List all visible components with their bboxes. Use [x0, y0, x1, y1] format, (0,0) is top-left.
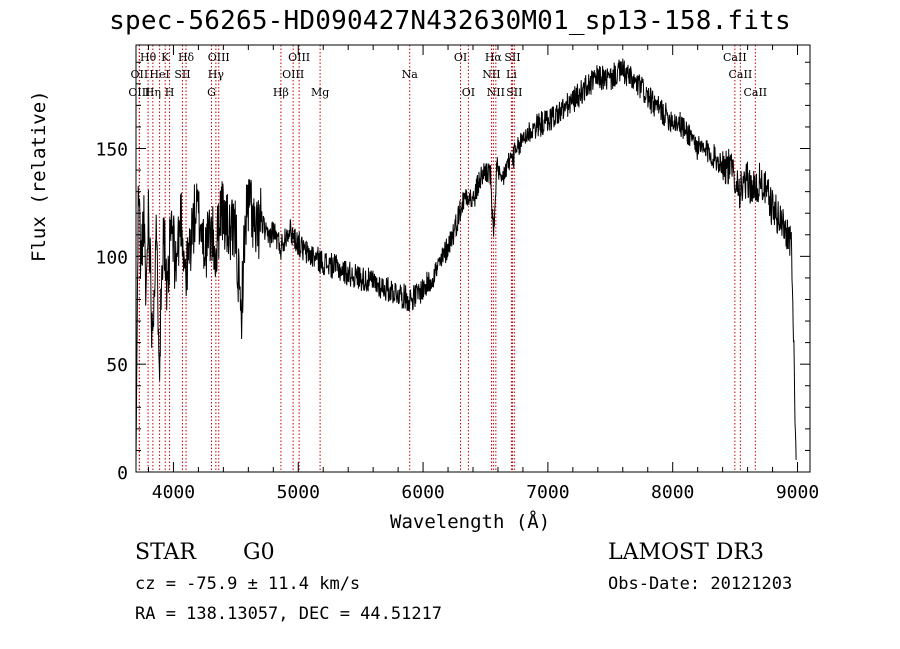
spectrum-series-line: [135, 58, 797, 462]
line-label-10: HeI: [149, 68, 169, 81]
object-type: STAR: [135, 540, 196, 565]
spectral-subclass: G0: [243, 540, 275, 565]
y-tick-label: 150: [95, 140, 128, 161]
x-tick-label: 5000: [277, 482, 320, 503]
line-label-17: CaII: [729, 68, 753, 81]
x-tick-label: 4000: [152, 482, 195, 503]
x-tick-label: 6000: [401, 482, 444, 503]
y-tick-label: 50: [106, 355, 128, 376]
y-tick-label: 100: [95, 247, 128, 268]
axis-ticks-layer: 4000 5000 6000 7000 8000 9000 0 50 100 150: [95, 45, 819, 503]
x-tick-label: 7000: [526, 482, 569, 503]
line-label-26: SII: [506, 86, 522, 99]
y-axis-label: Flux (relative): [28, 90, 50, 262]
line-label-11: SII: [174, 68, 190, 81]
line-label-18: OIII: [128, 86, 150, 99]
line-label-6: Hα: [485, 51, 503, 64]
ra-dec-coordinates: RA = 138.13057, DEC = 44.51217: [135, 604, 443, 624]
observation-date: Obs-Date: 20121203: [608, 574, 793, 594]
line-label-21: G: [207, 86, 216, 99]
line-label-20: H: [165, 86, 175, 99]
x-tick-label: 9000: [776, 482, 819, 503]
line-label-8: CaII: [723, 51, 747, 64]
x-axis-label: Wavelength (Å): [390, 511, 551, 533]
line-label-12: Hγ: [208, 68, 225, 81]
line-label-19: Hη: [145, 86, 161, 99]
survey-name: LAMOST DR3: [608, 540, 764, 565]
line-label-24: OI: [462, 86, 475, 99]
line-label-25: NII: [487, 86, 505, 99]
line-label-23: Mg: [311, 86, 329, 99]
line-label-13: OIII: [282, 68, 304, 81]
line-label-1: K: [161, 51, 170, 64]
chart-title: spec-56265-HD090427N432630M01_sp13-158.f…: [109, 6, 791, 36]
spectrum-layer: [135, 58, 797, 462]
redshift-velocity: cz = -75.9 ± 11.4 km/s: [135, 574, 361, 594]
y-tick-label: 0: [117, 463, 128, 484]
line-label-5: OI: [454, 51, 467, 64]
line-label-3: OIII: [208, 51, 230, 64]
line-label-27: CaII: [743, 86, 767, 99]
line-label-15: NII: [482, 68, 500, 81]
line-label-7: SII: [504, 51, 520, 64]
line-label-0: Hθ: [140, 51, 157, 64]
line-label-4: OIII: [288, 51, 310, 64]
line-label-2: Hδ: [178, 51, 195, 64]
line-label-9: OII: [131, 68, 149, 81]
line-label-22: Hβ: [273, 86, 289, 99]
x-tick-label: 8000: [651, 482, 694, 503]
line-label-16: Li: [506, 68, 517, 81]
line-label-14: Na: [402, 68, 419, 81]
